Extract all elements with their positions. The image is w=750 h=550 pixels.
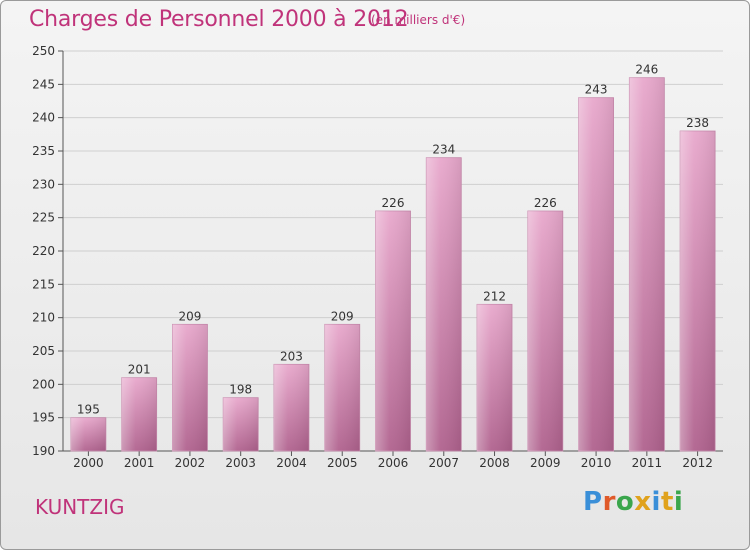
data-label: 238 <box>686 116 709 130</box>
bar-shine <box>680 131 716 451</box>
bar-shine <box>477 304 513 451</box>
chart-title: Charges de Personnel 2000 à 2012 <box>29 7 409 32</box>
data-label: 246 <box>635 63 658 77</box>
data-label: 212 <box>483 289 506 303</box>
y-tick-label: 195 <box>32 411 55 425</box>
tick-labels: 190 195 200 205 210 215 220 225 230 235 240 245 250 2… <box>32 44 713 470</box>
x-tick-label: 2001 <box>124 456 155 470</box>
logo-letter: P <box>583 487 603 517</box>
y-tick-label: 210 <box>32 311 55 325</box>
commune-name: KUNTZIG <box>35 495 125 519</box>
logo-letter: i <box>651 487 661 517</box>
y-tick-label: 190 <box>32 444 55 458</box>
x-tick-label: 2002 <box>175 456 206 470</box>
data-label: 198 <box>229 383 252 397</box>
y-tick-label: 250 <box>32 44 55 58</box>
x-tick-label: 2009 <box>530 456 561 470</box>
logo-letter: i <box>673 487 684 517</box>
data-label: 226 <box>382 196 405 210</box>
bar-shine <box>324 324 360 451</box>
y-tick-label: 215 <box>32 277 55 291</box>
bar-shine <box>273 364 309 451</box>
y-tick-label: 220 <box>32 244 55 258</box>
bar-shine <box>223 397 259 451</box>
proxiti-logo: Proxiti <box>583 487 683 517</box>
y-tick-label: 240 <box>32 111 55 125</box>
bar-shine <box>578 97 614 452</box>
bar-shine <box>426 157 462 451</box>
data-labels: 195 201 209 198 203 209 226 234 212 226 243 246 238 <box>77 63 709 417</box>
data-label: 201 <box>128 363 151 377</box>
data-label: 234 <box>432 143 455 157</box>
x-tick-label: 2004 <box>276 456 307 470</box>
y-tick-label: 200 <box>32 377 55 391</box>
x-tick-label: 2010 <box>581 456 612 470</box>
y-tick-label: 205 <box>32 344 55 358</box>
bar-shine <box>121 377 157 451</box>
chart-subtitle: (en milliers d'€) <box>371 13 466 27</box>
data-label: 209 <box>331 309 354 323</box>
y-tick-label: 235 <box>32 144 55 158</box>
bar-shine <box>629 77 665 452</box>
data-label: 226 <box>534 196 557 210</box>
data-label: 243 <box>585 83 608 97</box>
bar-shine <box>375 211 411 451</box>
x-tick-label: 2012 <box>682 456 713 470</box>
data-label: 203 <box>280 349 303 363</box>
x-tick-label: 2011 <box>632 456 663 470</box>
x-tick-label: 2003 <box>225 456 256 470</box>
y-tick-label: 245 <box>32 77 55 91</box>
logo-letter: o <box>615 487 635 517</box>
x-tick-label: 2008 <box>479 456 510 470</box>
logo-letter: t <box>660 487 674 517</box>
bars <box>70 77 716 452</box>
data-label: 209 <box>178 309 201 323</box>
y-tick-label: 225 <box>32 211 55 225</box>
data-label: 195 <box>77 403 100 417</box>
x-tick-label: 2005 <box>327 456 358 470</box>
bar-shine <box>527 211 563 451</box>
y-tick-label: 230 <box>32 177 55 191</box>
bar-shine <box>172 324 208 451</box>
logo-letter: r <box>602 487 616 517</box>
x-tick-label: 2007 <box>428 456 459 470</box>
bar-shine <box>70 417 106 451</box>
x-tick-label: 2006 <box>378 456 409 470</box>
x-tick-label: 2000 <box>73 456 104 470</box>
logo-letter: x <box>634 487 652 517</box>
